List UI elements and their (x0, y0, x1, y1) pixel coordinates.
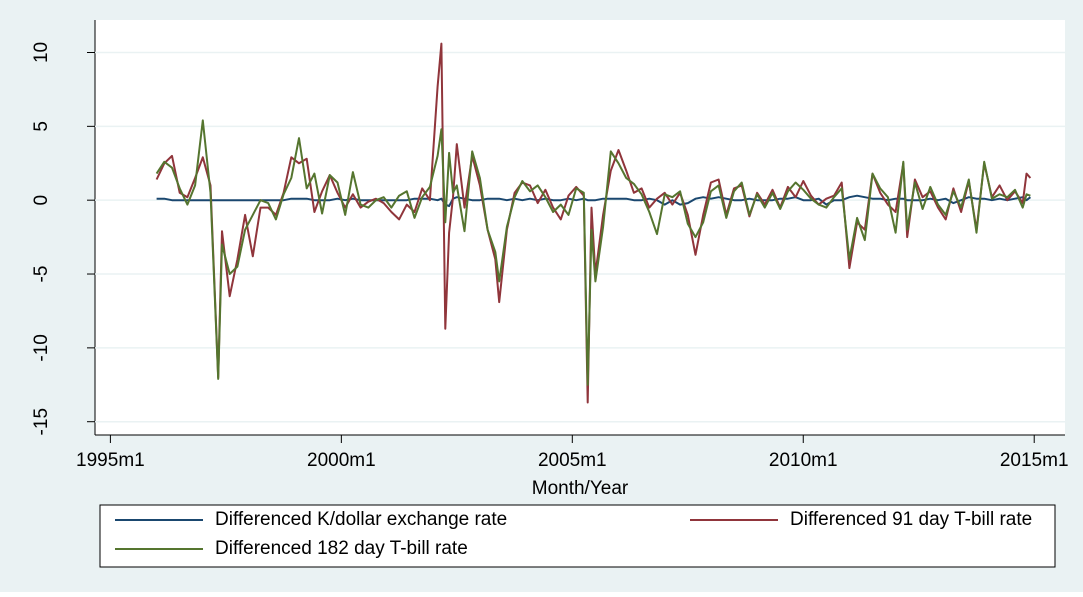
plot-area (95, 20, 1065, 435)
y-tick-label: 10 (31, 42, 52, 63)
x-axis-title: Month/Year (532, 478, 629, 499)
y-tick-label: -10 (31, 334, 52, 361)
y-tick-label: 5 (31, 121, 52, 132)
x-tick-label: 2005m1 (538, 450, 607, 471)
legend-label: Differenced 182 day T-bill rate (215, 538, 468, 559)
legend-label: Differenced K/dollar exchange rate (215, 509, 507, 530)
x-tick-label: 2000m1 (307, 450, 376, 471)
series-line (155, 119, 1031, 386)
y-tick-label: 0 (31, 195, 52, 206)
x-tick-label: 2015m1 (1000, 450, 1069, 471)
legend-label: Differenced 91 day T-bill rate (790, 509, 1032, 530)
x-tick-label: 1995m1 (76, 450, 145, 471)
series-line (155, 42, 1032, 404)
y-tick-label: -15 (31, 408, 52, 435)
legend (99, 504, 1056, 568)
y-tick-label: -5 (31, 266, 52, 283)
x-tick-label: 2010m1 (769, 450, 838, 471)
